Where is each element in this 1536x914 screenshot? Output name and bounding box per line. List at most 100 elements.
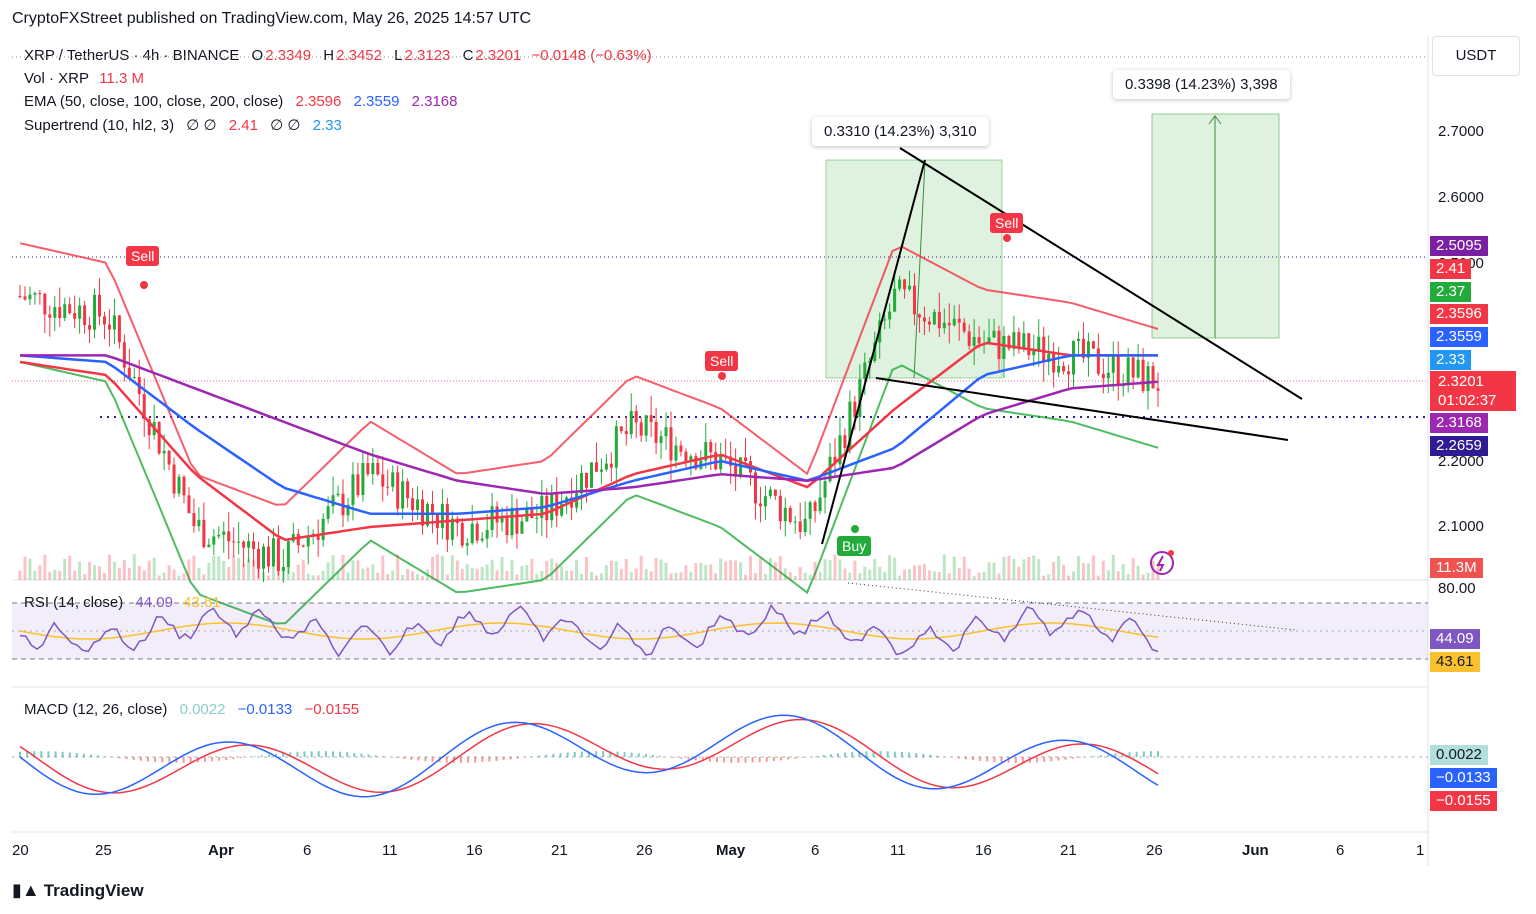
macd-hist-bar [780,757,783,761]
supertrend-legend[interactable]: Supertrend (10, hl2, 3) ∅ ∅ 2.41 ∅ ∅ 2.3… [24,116,344,134]
wedge-upper-line[interactable] [899,147,1303,400]
candle-body [888,311,892,320]
volume-bar [560,566,564,580]
candle-body [411,498,415,510]
currency-button[interactable]: USDT [1432,36,1520,76]
ema200-line[interactable] [20,354,1159,495]
macd-hist-bar [680,757,683,759]
buy-marker [851,525,859,533]
measure-arrowhead-2 [1208,115,1222,125]
volume-bar [460,568,464,580]
macd-hist-bar [1014,757,1017,763]
rsi-label: RSI (14, close) [24,594,124,611]
volume-bar [878,566,882,580]
candle [903,278,907,299]
macd-hist-bar [737,757,740,763]
macd-hist-bar [488,757,491,762]
candle-body [1136,359,1140,378]
macd-hist-bar [33,751,36,757]
supertrend-upper[interactable] [19,242,1159,506]
candle-body [594,462,598,472]
volume-bar [83,574,87,580]
candle-body [1052,353,1056,373]
candle-body [798,521,802,533]
candle [808,500,812,536]
macd-hist-bar [154,757,157,762]
rsi-ma-line[interactable] [19,622,1159,640]
volume-bar [232,555,236,580]
supertrend-lower[interactable] [19,361,1159,625]
candle [952,305,956,327]
macd-hist-bar [730,757,733,763]
candle-body [286,541,290,567]
candle [992,318,996,338]
candle [1091,340,1095,350]
macd-hist-bar [232,757,235,760]
macd-hist-bar [495,757,498,761]
symbol-name[interactable]: XRP / TetherUS · 4h · BINANCE [24,47,240,64]
candle-body [520,521,524,534]
candle [773,489,777,500]
candle-body [396,472,400,509]
volume-bar [371,564,375,580]
candle-body [585,472,589,488]
alert-icon[interactable] [1150,551,1174,575]
impulse-line[interactable] [821,159,926,545]
volume-bar [137,565,141,580]
volume-bar [1141,574,1145,580]
x-tick-16: 1 [1416,842,1425,859]
macd-hist-bar [772,757,775,762]
volume-bar [455,560,459,580]
candle [252,532,256,567]
candle-body [1131,357,1135,378]
candle [1072,340,1076,388]
macd-line[interactable] [19,714,1159,798]
candle-body [416,499,420,510]
volume-bar [644,569,648,580]
wedge-lower-line[interactable] [875,377,1289,441]
volume-bar [744,574,748,580]
tradingview-logo[interactable]: ▮▲ TradingView [12,880,144,901]
volume-bar [893,557,897,580]
macd-hist-bar [147,757,150,762]
candle [624,416,628,446]
rsi-legend[interactable]: RSI (14, close) 44.09 43.61 [24,594,223,611]
volume-bar [301,559,305,580]
volume-legend[interactable]: Vol · XRP 11.3 M [24,70,146,87]
candle-body [530,507,534,519]
candle [23,286,27,301]
volume-bar [58,570,62,580]
macd-hist-bar [1021,757,1024,763]
candle-body [336,493,340,496]
volume-bar [28,558,32,580]
candle-body [1086,341,1090,358]
rsi-line[interactable] [19,603,1159,658]
volume-bar [714,573,718,580]
volume-bar [947,573,951,580]
candle [182,475,186,504]
volume-bar [411,571,415,580]
volume-bar [271,567,275,580]
macd-signal-line[interactable] [19,718,1159,794]
macd-hist-bar [652,754,655,757]
volume-bar [445,574,449,580]
ema100-line[interactable] [19,354,1158,516]
volume-bar [749,555,753,580]
macd-legend[interactable]: MACD (12, 26, close) 0.0022 −0.0133 −0.0… [24,701,361,718]
volume-bar [132,554,136,580]
macd-hist-bar [573,751,576,757]
candle-body [202,519,206,548]
volume-bar [798,567,802,580]
candle [768,486,772,499]
candle-body [505,515,509,536]
volume-bar [356,560,360,580]
candle [192,498,196,533]
macd-hist-bar [1092,756,1095,757]
volume-bar [689,572,693,580]
ema-legend[interactable]: EMA (50, close, 100, close, 200, close) … [24,93,460,110]
volume-bar [669,573,673,580]
volume-bar [162,572,166,580]
candle [83,300,87,334]
macd-hist-bar [865,751,868,757]
